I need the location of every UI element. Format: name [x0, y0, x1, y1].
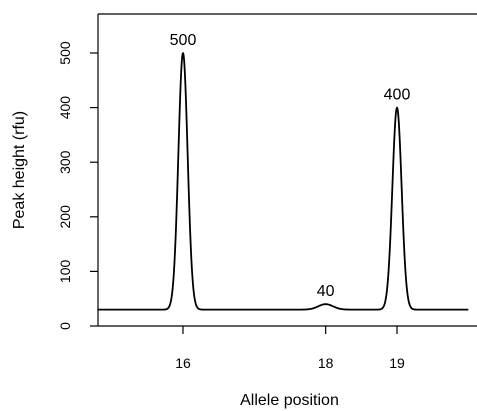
x-tick-label: 18	[318, 355, 334, 371]
y-axis: 0 100 200 300 400 500	[57, 41, 98, 330]
plot-frame	[97, 13, 477, 327]
x-axis: 16 18 19	[175, 326, 405, 371]
electropherogram-curve	[96, 52, 469, 311]
y-tick-label: 0	[57, 322, 73, 330]
x-tick-label: 19	[389, 355, 405, 371]
y-tick-label: 500	[57, 41, 73, 65]
x-axis-label: Allele position	[240, 392, 339, 409]
peak-label: 400	[384, 87, 411, 104]
curve-line	[96, 52, 469, 311]
peak-label: 500	[170, 32, 197, 49]
y-tick-label: 400	[57, 96, 73, 120]
y-axis-label: Peak height (rfu)	[11, 111, 28, 229]
y-tick-label: 100	[57, 260, 73, 284]
peak-label: 40	[317, 283, 335, 300]
x-tick-label: 16	[175, 355, 191, 371]
y-tick-label: 300	[57, 150, 73, 174]
y-tick-label: 200	[57, 205, 73, 229]
peak-labels: 500 40 400	[170, 32, 411, 300]
